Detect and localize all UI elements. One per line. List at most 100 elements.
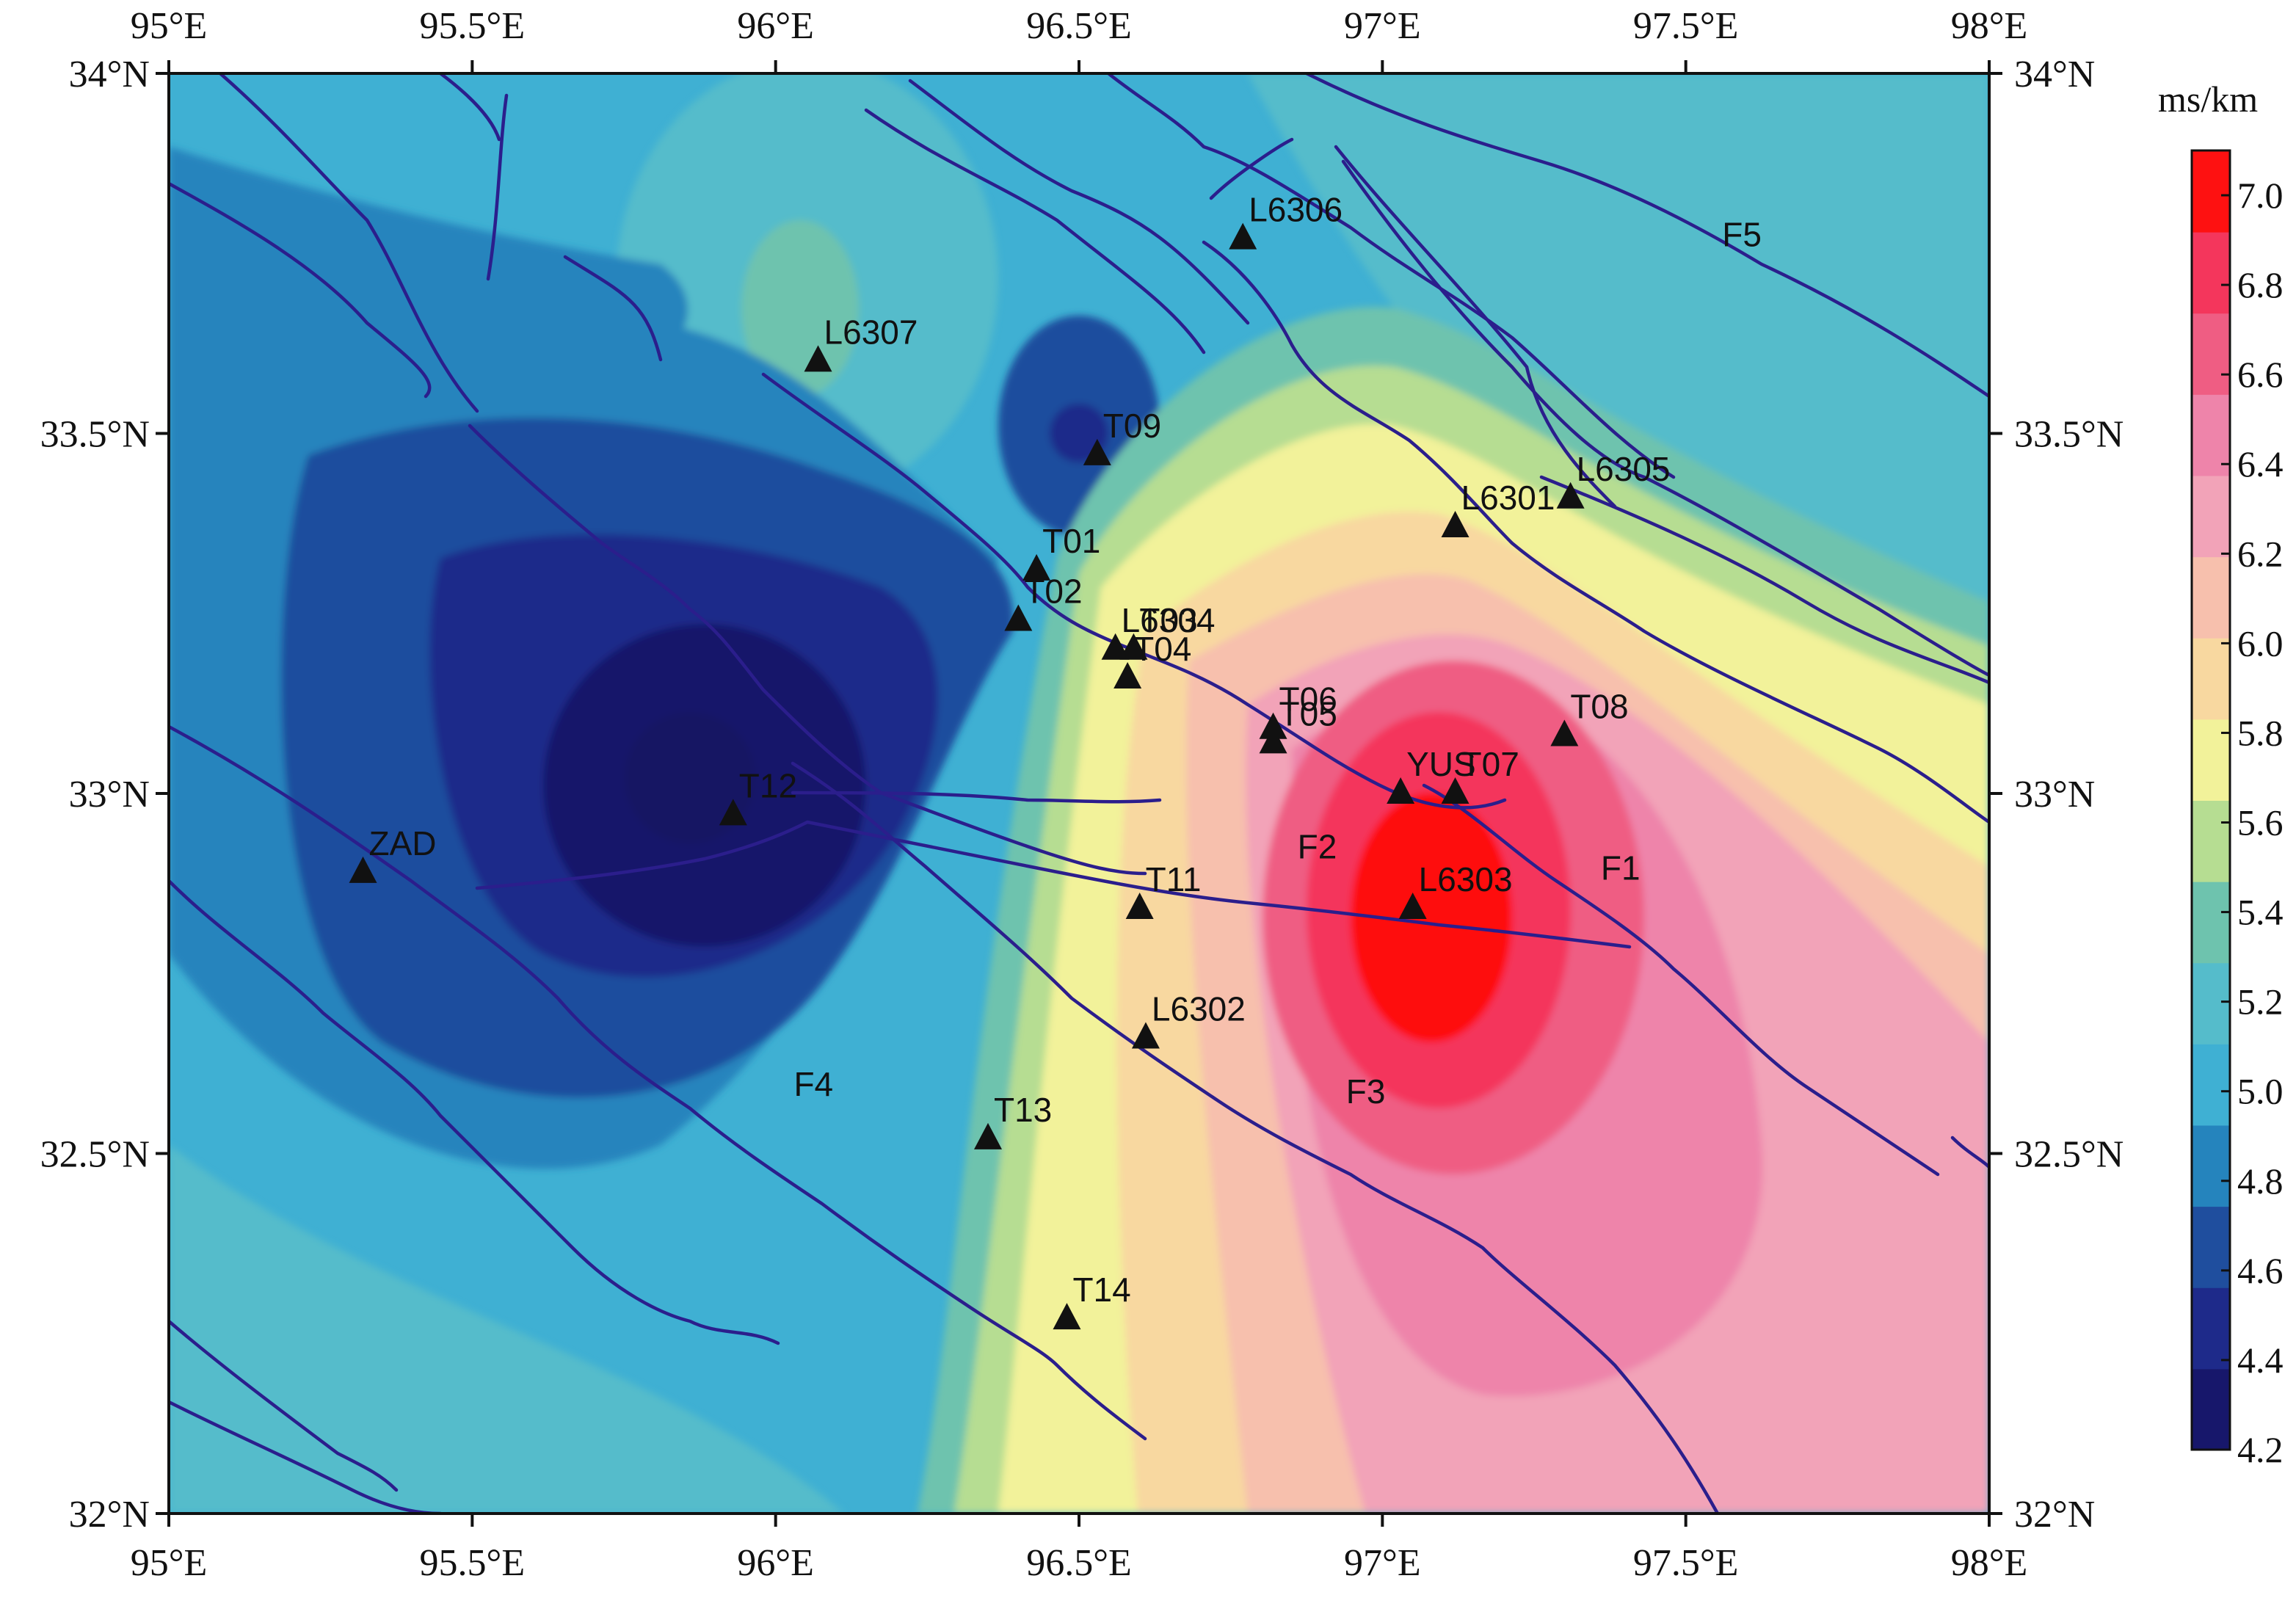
station-triangle-icon	[1259, 727, 1287, 754]
station-t04: T04	[1114, 630, 1191, 689]
colorbar-swatch	[2192, 475, 2230, 558]
station-label: T11	[1146, 860, 1202, 898]
station-triangle-icon	[349, 856, 377, 883]
station-t01: T01	[1022, 522, 1100, 581]
colorbar-swatch	[2192, 1368, 2230, 1450]
station-label: T05	[1279, 694, 1337, 733]
station-label: L6306	[1249, 191, 1343, 229]
colorbar-tick-label: 6.6	[2237, 354, 2284, 395]
station-triangle-icon	[1114, 662, 1142, 689]
station-triangle-icon	[1556, 482, 1585, 509]
colorbar-swatch	[2192, 719, 2230, 801]
lon-label-bottom: 96°E	[737, 1542, 814, 1584]
station-label: L6304	[1122, 601, 1216, 639]
lon-label-top: 95°E	[131, 5, 208, 47]
fault-label-f3: F3	[1346, 1072, 1386, 1111]
colorbar-swatch	[2192, 962, 2230, 1044]
station-label: L6307	[824, 313, 918, 351]
colorbar-swatch	[2192, 313, 2230, 395]
lat-label-left: 34°N	[69, 54, 150, 95]
lat-label-left: 33.5°N	[40, 414, 150, 456]
station-triangle-icon	[1004, 604, 1033, 631]
fault-label-f1: F1	[1601, 849, 1641, 887]
colorbar-swatch	[2192, 150, 2230, 233]
station-t05: T05	[1259, 694, 1337, 754]
colorbar-swatch	[2192, 637, 2230, 720]
colorbar-unit: ms/km	[2158, 79, 2258, 120]
colorbar-swatch	[2192, 1043, 2230, 1126]
colorbar-swatch	[2192, 231, 2230, 314]
colorbar-tick-label: 4.8	[2237, 1160, 2284, 1202]
station-triangle-icon	[1053, 1303, 1081, 1330]
station-zad: ZAD	[349, 824, 437, 883]
colorbar-tick-label: 4.2	[2237, 1429, 2284, 1470]
fault-label-f2: F2	[1298, 827, 1337, 865]
station-l6306: L6306	[1229, 191, 1343, 250]
colorbar-tick-label: 5.4	[2237, 892, 2284, 933]
station-label: T09	[1103, 407, 1161, 445]
station-label: T02	[1024, 573, 1082, 611]
station-label: L6302	[1152, 990, 1246, 1028]
station-triangle-icon	[1083, 438, 1111, 465]
lon-label-bottom: 97.5°E	[1633, 1542, 1739, 1584]
lat-label-right: 33°N	[2014, 774, 2095, 815]
station-t07: T07	[1441, 745, 1519, 804]
colorbar-tick-label: 5.0	[2237, 1071, 2284, 1112]
station-l6303: L6303	[1398, 860, 1513, 919]
colorbar-swatch	[2192, 1206, 2230, 1288]
station-label: T12	[739, 766, 797, 804]
colorbar-tick-label: 6.4	[2237, 443, 2284, 484]
station-l6304: L6304	[1101, 601, 1216, 660]
lat-label-left: 32°N	[69, 1494, 150, 1536]
station-triangle-icon	[1101, 633, 1130, 660]
station-l6301: L6301	[1441, 479, 1555, 538]
station-label: T04	[1133, 630, 1191, 668]
station-triangle-icon	[719, 799, 747, 826]
colorbar-tick-label: 7.0	[2237, 175, 2284, 216]
lon-label-bottom: 98°E	[1951, 1542, 2028, 1584]
fault-lines	[169, 73, 1989, 1514]
station-t02: T02	[1004, 573, 1083, 631]
colorbar-swatch	[2192, 556, 2230, 639]
station-t08: T08	[1550, 688, 1629, 746]
lat-label-left: 33°N	[69, 774, 150, 815]
station-label: YUS	[1406, 745, 1476, 783]
lat-label-right: 33.5°N	[2014, 414, 2124, 456]
station-t14: T14	[1053, 1271, 1131, 1330]
lon-label-bottom: 96.5°E	[1026, 1542, 1132, 1584]
lon-label-top: 96.5°E	[1026, 5, 1132, 47]
fault-labels-layer: F1 F2 F3 F4 F5	[793, 215, 1761, 1110]
station-t03: T03	[1119, 601, 1198, 660]
station-t09: T09	[1083, 407, 1161, 465]
lon-label-top: 97.5°E	[1633, 5, 1739, 47]
lon-label-top: 98°E	[1951, 5, 2028, 47]
lat-label-right: 34°N	[2014, 54, 2095, 95]
station-triangle-icon	[1229, 222, 1257, 250]
colorbar-swatch	[2192, 800, 2230, 882]
station-label: T08	[1570, 688, 1628, 726]
axis-ticks: 95°E 95°E 95.5°E 95.5°E 96°E 96°E 96.5°E 96.5°E…	[40, 5, 2124, 1584]
station-label: T14	[1072, 1271, 1130, 1309]
contour-field	[169, 73, 1989, 1514]
station-triangle-icon	[974, 1122, 1002, 1149]
lat-label-right: 32°N	[2014, 1494, 2095, 1536]
station-triangle-icon	[1119, 633, 1148, 660]
station-t11: T11	[1125, 860, 1202, 919]
station-l6305: L6305	[1556, 450, 1671, 509]
station-l6302: L6302	[1131, 990, 1246, 1049]
station-label: T06	[1279, 680, 1337, 719]
colorbar-tick-label: 6.2	[2237, 533, 2284, 574]
station-triangle-icon	[1125, 892, 1154, 919]
station-label: T07	[1461, 745, 1519, 783]
lon-label-top: 96°E	[737, 5, 814, 47]
station-t13: T13	[974, 1091, 1052, 1149]
station-label: L6305	[1577, 450, 1671, 488]
lat-label-right: 32.5°N	[2014, 1134, 2124, 1176]
station-triangle-icon	[1131, 1022, 1160, 1049]
colorbar-swatch	[2192, 1124, 2230, 1207]
station-label: ZAD	[369, 824, 437, 862]
fault-label-f4: F4	[793, 1065, 833, 1103]
station-label: T01	[1042, 522, 1100, 560]
lon-label-top: 97°E	[1344, 5, 1421, 47]
